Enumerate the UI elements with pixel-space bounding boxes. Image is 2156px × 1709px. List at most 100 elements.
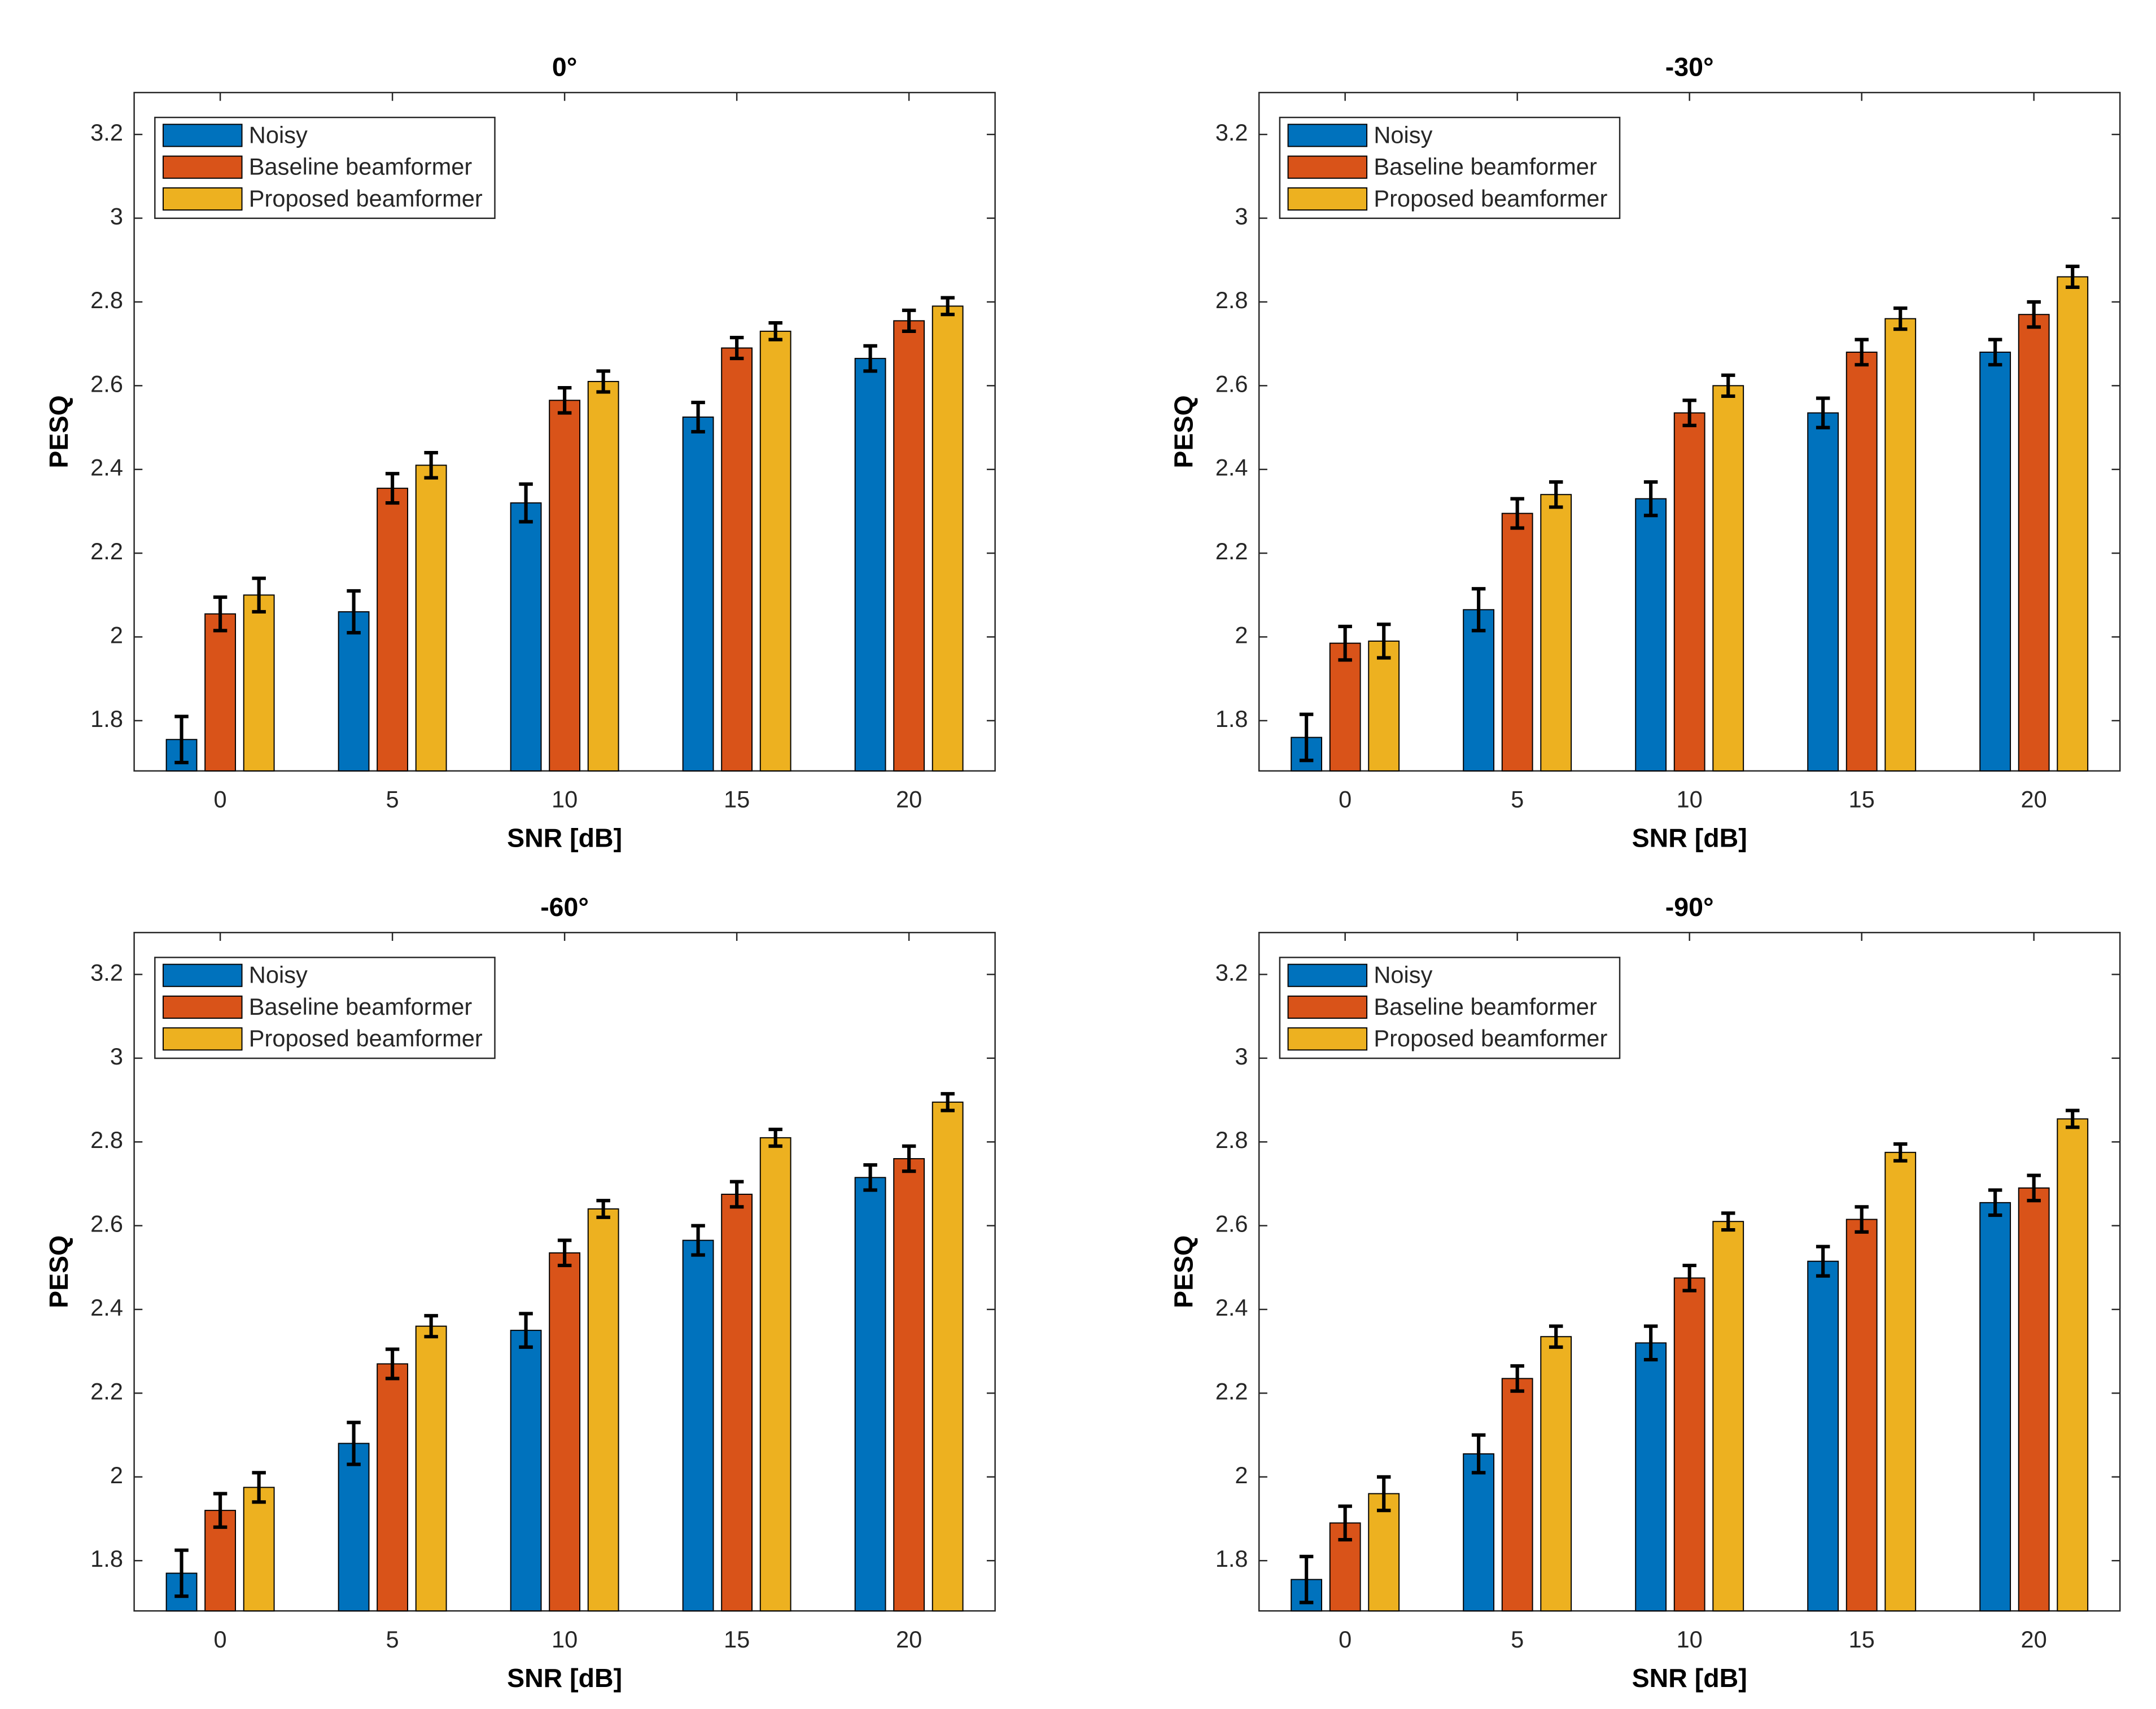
error-bar	[424, 450, 438, 480]
bar	[854, 358, 886, 772]
error-bar	[347, 589, 361, 635]
y-tick-label: 1.8	[1215, 705, 1248, 732]
y-tick-label: 2.6	[1215, 370, 1248, 397]
x-tick-label: 10	[552, 786, 578, 813]
error-bar	[691, 1224, 705, 1257]
bar	[932, 305, 964, 772]
bar	[415, 465, 447, 772]
legend-swatch	[1287, 1027, 1368, 1051]
error-bar	[1549, 1324, 1563, 1349]
error-bar	[1643, 1324, 1658, 1362]
error-bar	[424, 1314, 438, 1339]
legend-label: Baseline beamformer	[249, 154, 473, 180]
error-bar	[1893, 306, 1908, 331]
bar	[1463, 1453, 1495, 1612]
error-bar	[691, 400, 705, 434]
bar	[1807, 1260, 1839, 1612]
x-tick-label: 5	[386, 1626, 399, 1653]
subplot: 1.8 2 2.2 2.4 2.6 2.8 3 3.2 0 5 10 15 20 -60° SNR [dB]…	[44, 892, 996, 1693]
error-bar	[596, 1199, 610, 1219]
x-tick-label: 15	[1849, 786, 1875, 813]
y-tick-label: 2.4	[1215, 454, 1248, 481]
x-tick-label: 0	[1339, 786, 1352, 813]
error-bar	[1471, 587, 1486, 633]
y-tick-label: 2.6	[90, 1211, 123, 1237]
legend-swatch	[1287, 187, 1368, 211]
y-tick-label: 2.6	[90, 370, 123, 397]
bar	[243, 594, 275, 772]
y-tick-label: 3	[110, 1043, 123, 1070]
bar	[682, 1239, 714, 1612]
bar	[1979, 1202, 2011, 1612]
error-bar	[1988, 338, 2002, 367]
bar	[510, 502, 542, 772]
x-tick-label: 5	[1511, 1626, 1524, 1653]
bar	[721, 347, 753, 772]
y-tick-label: 2.2	[90, 538, 123, 564]
legend-label: Proposed beamformer	[1374, 1025, 1607, 1051]
bar	[415, 1325, 447, 1612]
error-bar	[1510, 1364, 1524, 1393]
legend-label: Proposed beamformer	[1374, 185, 1607, 212]
y-tick-label: 2.2	[1215, 538, 1248, 564]
y-tick-label: 3.2	[1215, 119, 1248, 146]
error-bar	[768, 1127, 782, 1148]
y-tick-label: 3	[110, 203, 123, 230]
error-bar	[1471, 1433, 1486, 1475]
legend-label: Noisy	[1374, 962, 1432, 988]
y-tick-label: 3	[1235, 203, 1248, 230]
x-tick-label: 15	[724, 1626, 750, 1653]
bar	[510, 1330, 542, 1612]
bar	[2057, 276, 2089, 772]
x-tick-label: 10	[1677, 786, 1703, 813]
error-bar	[385, 1347, 400, 1381]
bar	[587, 1208, 619, 1612]
error-bar	[557, 1238, 572, 1268]
bar	[1501, 512, 1533, 772]
error-bar	[213, 595, 228, 633]
bar	[1368, 640, 1400, 772]
legend-label: Noisy	[249, 962, 308, 988]
legend-swatch	[163, 187, 243, 211]
y-tick-label: 2	[110, 621, 123, 648]
chart-title: -60°	[540, 892, 589, 922]
error-bar	[1721, 1211, 1735, 1232]
y-tick-label: 2.8	[90, 1127, 123, 1153]
error-bar	[1376, 623, 1391, 660]
error-bar	[1299, 1554, 1314, 1605]
error-bar	[519, 1312, 533, 1349]
error-bar	[1643, 480, 1658, 518]
bar	[1884, 1151, 1917, 1612]
y-tick-label: 2.2	[90, 1378, 123, 1404]
error-bar	[729, 335, 744, 361]
bar	[2057, 1118, 2089, 1612]
error-bar	[863, 344, 877, 373]
bar	[1673, 1277, 1705, 1612]
bar	[1540, 1336, 1572, 1612]
error-bar	[1816, 396, 1830, 430]
legend-label: Proposed beamformer	[249, 1025, 483, 1051]
chart-title: -90°	[1665, 892, 1714, 922]
legend-swatch	[163, 155, 243, 179]
legend-swatch	[163, 124, 243, 147]
bar	[854, 1177, 886, 1612]
x-tick-label: 10	[552, 1626, 578, 1653]
error-bar	[1721, 373, 1735, 398]
x-axis-label: SNR [dB]	[507, 823, 622, 853]
error-bar	[902, 308, 916, 333]
bar	[2018, 314, 2050, 772]
y-tick-label: 2.8	[1215, 287, 1248, 313]
bar	[1712, 1221, 1744, 1612]
error-bar	[174, 1548, 189, 1598]
y-tick-label: 2	[110, 1462, 123, 1488]
bar	[1540, 494, 1572, 772]
bar	[682, 417, 714, 772]
y-tick-label: 3.2	[90, 119, 123, 146]
error-bar	[1338, 624, 1352, 662]
x-tick-label: 20	[2021, 786, 2047, 813]
bar	[587, 380, 619, 772]
x-axis-label: SNR [dB]	[507, 1663, 622, 1693]
error-bar	[385, 472, 400, 505]
y-axis-label: PESQ	[1169, 395, 1199, 468]
